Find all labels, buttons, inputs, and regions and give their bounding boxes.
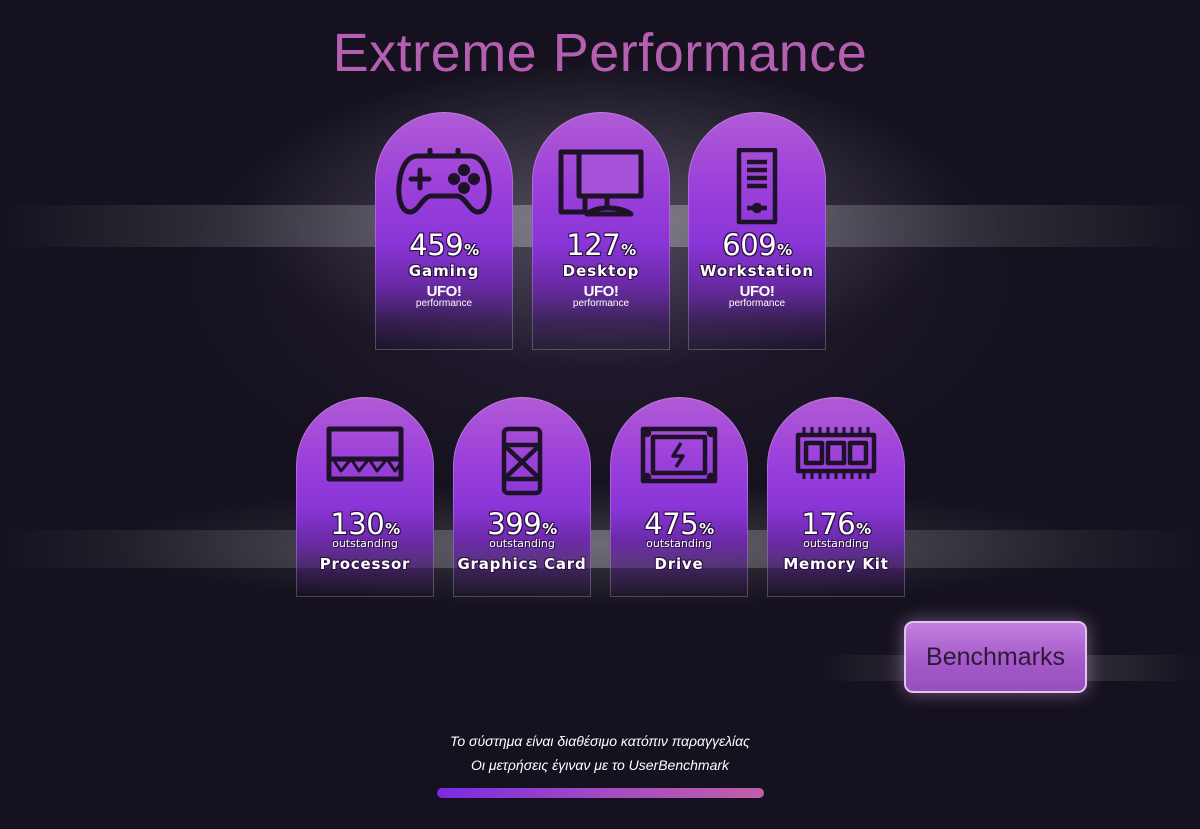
ufo-logo: UFO! performance (415, 283, 473, 309)
component-card-processor[interactable]: 130% outstanding Processor (296, 397, 434, 597)
component-card-memory[interactable]: 176% outstanding Memory Kit (767, 397, 905, 597)
system-card-workstation[interactable]: 609% Workstation UFO! performance (688, 112, 826, 350)
workstation-tower-icon (735, 147, 779, 230)
processor-chip-icon (325, 425, 405, 487)
benchmark-source-note: Οι μετρήσεις έγιναν με το UserBenchmark (470, 757, 730, 773)
graphics-outstanding: outstanding (489, 537, 555, 550)
memory-kit-icon (794, 425, 878, 485)
gamepad-icon (396, 147, 492, 222)
availability-note: Το σύστημα είναι διαθέσιμο κατόπιν παραγ… (450, 733, 750, 749)
graphics-label: Graphics Card (457, 555, 587, 573)
workstation-label: Workstation (699, 262, 815, 280)
desktop-label: Desktop (562, 262, 640, 280)
graphics-card-icon (500, 425, 544, 501)
drive-icon (639, 425, 719, 489)
desktop-percent: 127% (566, 228, 636, 262)
benchmarks-button[interactable]: Benchmarks (904, 621, 1087, 693)
processor-label: Processor (319, 555, 411, 573)
component-card-drive[interactable]: 475% outstanding Drive (610, 397, 748, 597)
workstation-percent: 609% (722, 228, 792, 262)
component-card-graphics[interactable]: 399% outstanding Graphics Card (453, 397, 591, 597)
drive-percent: 475% (644, 507, 714, 541)
desktop-computer-icon (555, 148, 647, 228)
graphics-percent: 399% (487, 507, 557, 541)
system-card-desktop[interactable]: 127% Desktop UFO! performance (532, 112, 670, 350)
gradient-bar (437, 788, 764, 798)
memory-percent: 176% (801, 507, 871, 541)
memory-outstanding: outstanding (803, 537, 869, 550)
gaming-label: Gaming (408, 262, 480, 280)
drive-outstanding: outstanding (646, 537, 712, 550)
ufo-logo: UFO! performance (572, 283, 630, 309)
processor-percent: 130% (330, 507, 400, 541)
system-card-gaming[interactable]: 459% Gaming UFO! performance (375, 112, 513, 350)
ufo-logo: UFO! performance (728, 283, 786, 309)
processor-outstanding: outstanding (332, 537, 398, 550)
drive-label: Drive (654, 555, 704, 573)
memory-label: Memory Kit (783, 555, 889, 573)
gaming-percent: 459% (409, 228, 479, 262)
page-title: Extreme Performance (332, 23, 868, 83)
